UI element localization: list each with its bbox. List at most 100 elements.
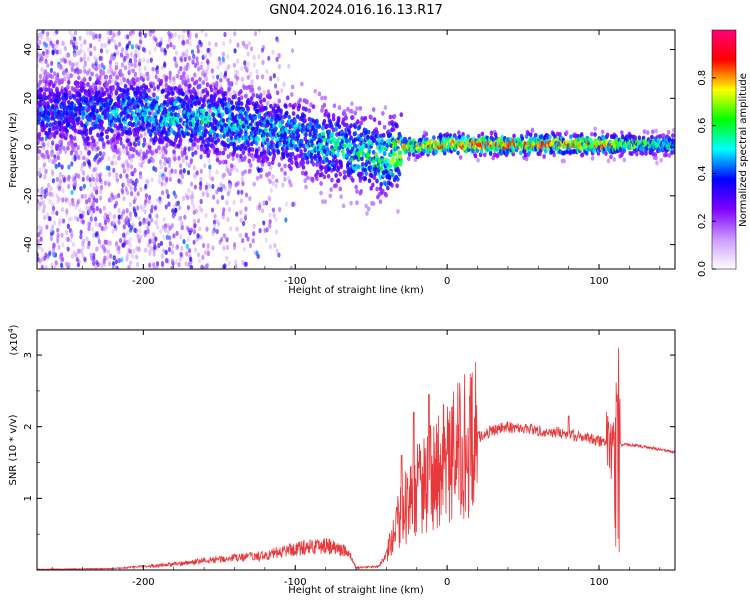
heatmap-cell — [100, 131, 104, 137]
heatmap-cell — [122, 148, 126, 154]
heatmap-cell — [163, 156, 168, 162]
heatmap-cell — [94, 33, 98, 39]
heatmap-cell — [354, 184, 358, 190]
heatmap-cell — [114, 61, 119, 67]
heatmap-cell — [127, 113, 131, 119]
heatmap-cell — [162, 216, 166, 222]
heatmap-cell — [199, 177, 203, 183]
heatmap-cell — [81, 176, 85, 182]
heatmap-cell — [109, 97, 114, 103]
heatmap-cell — [88, 177, 92, 183]
heatmap-cell — [112, 32, 116, 38]
heatmap-cell — [138, 221, 142, 227]
heatmap-cell — [98, 33, 102, 39]
heatmap-cell — [113, 128, 118, 134]
heatmap-cell — [125, 173, 129, 179]
heatmap-cell — [369, 115, 373, 120]
heatmap-cell — [125, 256, 129, 262]
heatmap-cell — [130, 225, 134, 231]
heatmap-cell — [126, 138, 130, 144]
heatmap-cell — [217, 221, 221, 227]
heatmap-cell — [395, 183, 399, 189]
heatmap-cell — [46, 153, 50, 160]
heatmap-cell — [85, 199, 89, 205]
heatmap-cell — [138, 91, 143, 96]
heatmap-cell — [99, 171, 103, 178]
heatmap-cell — [76, 83, 80, 89]
heatmap-cell — [406, 156, 411, 162]
heatmap-cell — [68, 30, 72, 35]
heatmap-cell — [73, 30, 78, 36]
heatmap-cell — [44, 252, 48, 258]
heatmap-cell — [201, 254, 205, 260]
heatmap-cell — [126, 87, 130, 93]
heatmap-cell — [51, 126, 56, 131]
heatmap-cell — [297, 103, 302, 109]
heatmap-cell — [147, 194, 152, 201]
heatmap-cell — [193, 150, 198, 155]
heatmap-cell — [157, 179, 162, 185]
heatmap-cell — [163, 99, 167, 105]
heatmap-cell — [94, 166, 98, 172]
heatmap-cell — [70, 161, 74, 167]
heatmap-cell — [55, 86, 59, 92]
heatmap-cell — [52, 220, 57, 226]
heatmap-cell — [59, 57, 63, 63]
heatmap-cell — [138, 174, 143, 180]
heatmap-cell — [100, 136, 104, 142]
heatmap-cell — [65, 207, 69, 214]
heatmap-cell — [98, 63, 102, 70]
heatmap-cell — [192, 218, 197, 225]
heatmap-cell — [355, 200, 359, 206]
heatmap-cell — [138, 66, 142, 72]
heatmap-cell — [79, 185, 83, 192]
heatmap-cell — [137, 238, 141, 244]
heatmap-cell — [178, 117, 183, 123]
heatmap-cell — [74, 252, 78, 258]
heatmap-cell — [139, 204, 143, 210]
heatmap-cell — [255, 250, 259, 257]
heatmap-cell — [219, 77, 223, 83]
heatmap-cell — [132, 248, 136, 254]
heatmap-cell — [143, 140, 147, 146]
heatmap-cell — [272, 212, 276, 218]
heatmap-cell — [188, 230, 192, 236]
heatmap-cell — [271, 174, 275, 180]
heatmap-cell — [254, 150, 259, 156]
heatmap-cell — [483, 141, 486, 148]
heatmap-cell — [117, 257, 121, 264]
heatmap-cell — [90, 71, 94, 77]
heatmap-cell — [221, 118, 226, 123]
heatmap-cell — [215, 169, 219, 175]
heatmap-cell — [184, 89, 189, 95]
heatmap-cell — [174, 207, 178, 213]
heatmap-cell — [300, 81, 304, 87]
heatmap-cell — [166, 115, 170, 121]
heatmap-cell — [125, 216, 129, 222]
heatmap-cell — [94, 56, 98, 63]
heatmap-cell — [180, 150, 185, 156]
heatmap-cell — [125, 45, 129, 51]
heatmap-cell — [107, 171, 112, 177]
heatmap-cell — [270, 135, 275, 141]
heatmap-cell — [179, 163, 183, 169]
heatmap-cell — [315, 176, 319, 182]
heatmap-cell — [259, 92, 263, 98]
heatmap-cell — [47, 182, 51, 188]
heatmap-cell — [94, 181, 98, 187]
heatmap-cell — [239, 217, 243, 223]
heatmap-cell — [170, 168, 174, 174]
heatmap-cell — [221, 150, 226, 156]
heatmap-cell — [149, 57, 153, 63]
heatmap-cell — [71, 177, 76, 183]
heatmap-cell — [72, 36, 77, 42]
heatmap-cell — [67, 183, 71, 190]
heatmap-cell — [85, 30, 89, 36]
heatmap-cell — [81, 219, 85, 225]
heatmap-cell — [303, 178, 307, 184]
heatmap-cell — [281, 182, 285, 188]
heatmap-cell — [89, 182, 93, 188]
heatmap-cell — [174, 50, 179, 56]
heatmap-cell — [76, 248, 80, 254]
heatmap-cell — [200, 30, 204, 34]
